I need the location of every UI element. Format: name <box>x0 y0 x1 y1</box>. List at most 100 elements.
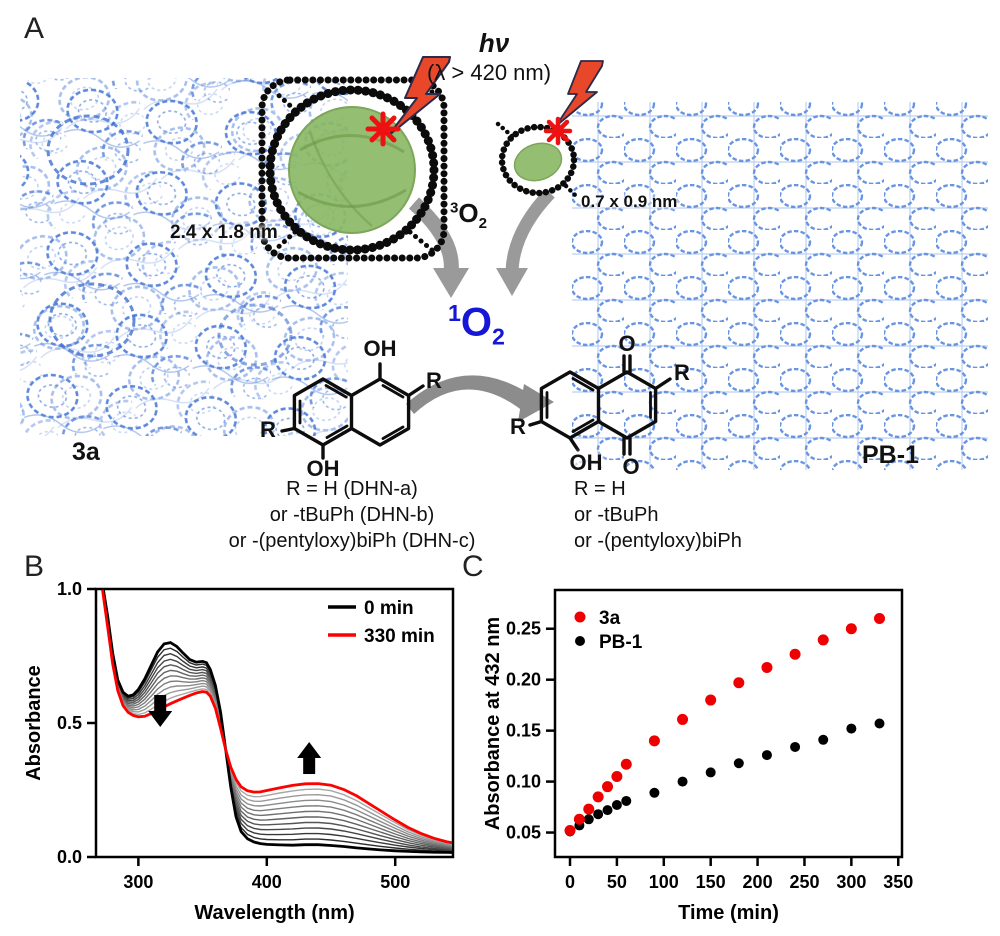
panel-c-x-tick-label: 50 <box>607 872 627 892</box>
panel-c-legend-label: 3a <box>599 608 621 629</box>
dhn-r-top: R <box>426 368 442 393</box>
data-point-3a <box>845 623 857 635</box>
singlet-oxygen-label: 1O2 <box>448 300 505 350</box>
pore-size-pb1: 0.7 x 0.9 nm <box>581 192 678 211</box>
product-oh-bottom: OH <box>569 450 603 475</box>
reaction-arrow <box>406 375 554 422</box>
panel-b-x-tick-label: 400 <box>252 872 282 892</box>
data-point-3a <box>583 803 595 815</box>
trend-arrow-down <box>148 711 173 728</box>
panel-c-x-tick-label: 250 <box>789 872 819 892</box>
spark-large <box>365 111 401 147</box>
hv-label: hν <box>478 28 510 58</box>
panel-b-y-title: Absorbance <box>23 665 45 781</box>
data-point-3a <box>564 825 576 837</box>
dhn-oh-bottom: OH <box>306 456 340 481</box>
panel-b-curves <box>101 590 452 854</box>
substituents-dhn: R = H (DHN-a) or -tBuPh (DHN-b) or -(pen… <box>229 476 476 554</box>
panel-c-x-tick-label: 300 <box>836 872 866 892</box>
data-point-3a <box>648 735 660 747</box>
data-point-pb-1 <box>649 787 660 798</box>
spectrum-330min <box>101 590 452 845</box>
substituents-product-line2: or -tBuPh <box>574 504 659 526</box>
data-point-pb-1 <box>733 758 744 769</box>
panel-c-label: C <box>462 550 484 583</box>
singlet-sup: 1 <box>448 300 461 326</box>
framework-pb1-lattice <box>572 102 988 470</box>
triplet-oxygen-label: 3O2 <box>450 198 487 232</box>
data-point-pb-1 <box>677 776 688 787</box>
panel-c-frame <box>553 588 904 859</box>
data-point-3a <box>620 758 632 770</box>
data-point-3a <box>761 661 773 673</box>
molecule-quinone <box>528 354 672 456</box>
triplet-sup: 3 <box>450 199 459 217</box>
substituents-dhn-line3: or -(pentyloxy)biPh (DHN-c) <box>228 530 476 552</box>
panel-b-x-tick-label: 300 <box>123 872 153 892</box>
data-point-3a <box>592 791 604 803</box>
panel-b-label: B <box>24 550 45 583</box>
material-pb1-label: PB-1 <box>862 441 919 469</box>
panel-c-y-tick-label: 0.25 <box>506 619 541 639</box>
data-point-pb-1 <box>583 814 594 825</box>
trend-arrow-down-shaft <box>154 695 167 712</box>
dhn-r-bottom: R <box>260 417 276 442</box>
data-point-pb-1 <box>818 734 829 745</box>
substituents-dhn-line2: or -tBuPh (DHN-b) <box>269 504 435 526</box>
substituents-product: R = H or -tBuPh or -(pentyloxy)biPh <box>574 476 742 554</box>
data-point-pb-1 <box>593 809 604 820</box>
data-point-pb-1 <box>761 750 772 761</box>
substituents-dhn-line1: R = H (DHN-a) <box>286 478 418 500</box>
product-o-top: O <box>618 331 636 356</box>
product-o-bottom: O <box>622 454 640 479</box>
substituents-product-line1: R = H <box>574 478 626 500</box>
panel-b-y-tick-label: 0.5 <box>57 713 82 733</box>
panel-c-y-tick-label: 0.05 <box>506 823 541 843</box>
panel-c-x-tick-label: 350 <box>883 872 913 892</box>
panel-c-y-title: Absorbance at 432 nm <box>482 617 504 830</box>
panel-b-y-tick-label: 0.0 <box>57 847 82 867</box>
molecule-dhn <box>280 362 425 460</box>
data-point-3a <box>573 813 585 825</box>
data-point-pb-1 <box>611 800 622 811</box>
singlet-sub: 2 <box>492 323 505 350</box>
panel-c-x-tick-label: 100 <box>649 872 679 892</box>
panel-b-legend-label: 0 min <box>364 598 414 619</box>
data-point-3a <box>611 770 623 782</box>
panel-c-x-tick-label: 0 <box>565 872 575 892</box>
panel-b-x-title: Wavelength (nm) <box>194 902 354 924</box>
panel-c-legend-dot <box>574 611 586 623</box>
product-r-left: R <box>510 414 526 439</box>
panel-a-label: A <box>24 12 45 45</box>
data-point-3a <box>705 694 717 706</box>
panel-c-legend-dot <box>575 636 585 646</box>
trend-arrow-up <box>297 742 322 759</box>
spectrum-0min <box>102 590 452 854</box>
data-point-3a <box>677 713 689 725</box>
pore-size-3a: 2.4 x 1.8 nm <box>170 222 278 243</box>
panel-c-legend-label: PB-1 <box>599 632 643 653</box>
data-point-3a <box>817 634 829 646</box>
substituents-product-line3: or -(pentyloxy)biPh <box>574 530 742 552</box>
dhn-oh-top: OH <box>363 336 397 361</box>
data-point-pb-1 <box>705 767 716 778</box>
data-point-3a <box>602 781 614 793</box>
data-point-3a <box>733 677 745 689</box>
triplet-o: O <box>458 198 479 228</box>
panel-c-x-title: Time (min) <box>678 902 779 924</box>
panel-c-y-tick-label: 0.10 <box>506 772 541 792</box>
panel-b-y-tick-label: 1.0 <box>57 579 82 599</box>
cage-3a <box>258 76 448 262</box>
data-point-pb-1 <box>874 718 885 729</box>
pore-sphere-small <box>513 142 563 182</box>
data-point-3a <box>873 613 885 625</box>
material-3a-label: 3a <box>72 438 100 466</box>
wavelength-condition: (λ > 420 nm) <box>426 60 552 85</box>
trend-arrow-up-shaft <box>303 758 316 775</box>
cage-pb1 <box>495 121 581 201</box>
panel-b-x-tick-label: 500 <box>380 872 410 892</box>
data-point-pb-1 <box>602 805 613 816</box>
